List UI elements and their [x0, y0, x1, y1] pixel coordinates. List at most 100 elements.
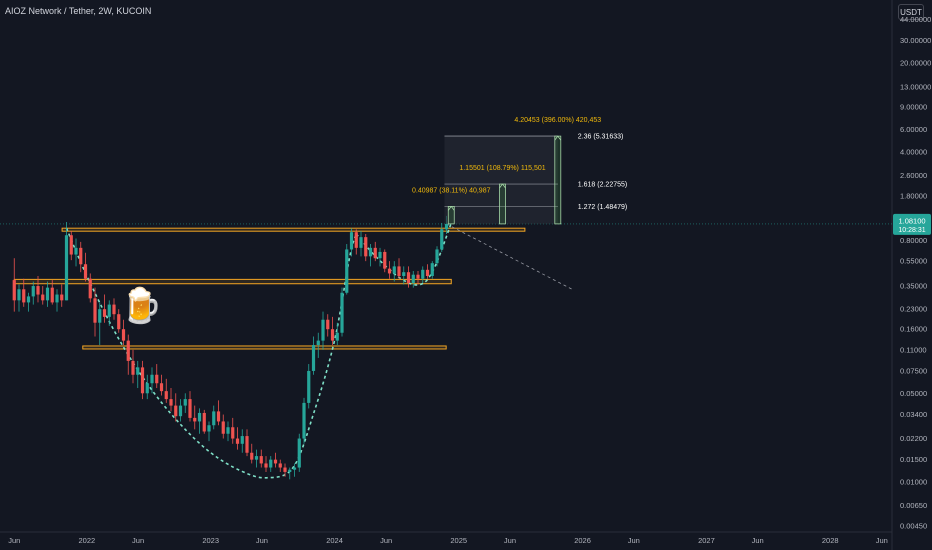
candle-body	[107, 304, 111, 317]
candle-body	[354, 232, 358, 248]
price-tick-label: 6.00000	[900, 125, 927, 134]
candle-body	[150, 374, 154, 384]
time-tick-label: 2028	[822, 536, 839, 545]
candle-body	[178, 405, 183, 417]
candle-body	[349, 232, 354, 250]
price-tick-label: 0.00450	[900, 522, 927, 531]
candle-body	[226, 427, 230, 434]
candle-body	[131, 360, 135, 375]
candle-body	[231, 427, 235, 439]
candle-body	[216, 411, 221, 422]
price-tick-label: 0.03400	[900, 410, 927, 419]
candle-body	[102, 309, 107, 317]
price-tick-label: 0.80000	[900, 236, 927, 245]
price-tick-label: 2.60000	[900, 171, 927, 180]
candle-body	[50, 287, 54, 303]
time-tick-label: Jun	[132, 536, 144, 545]
time-tick-label: Jun	[628, 536, 640, 545]
candle-body	[155, 374, 159, 384]
target-bar-label: 0.40987 (38.11%) 40,987	[412, 187, 491, 194]
candle-body	[302, 402, 306, 439]
time-tick-label: 2024	[326, 536, 343, 545]
trend-projection-line	[446, 223, 573, 290]
candle-body	[250, 452, 254, 460]
time-tick-label: 2025	[450, 536, 467, 545]
candles-group	[12, 215, 449, 480]
candle-body	[45, 287, 50, 301]
fib-level-label: 1.272 (1.48479)	[578, 204, 627, 211]
candle-body	[292, 467, 297, 470]
curves-group	[65, 222, 573, 479]
chart-title: AIOZ Network / Tether, 2W, KUCOIN	[5, 6, 152, 16]
price-tick-label: 44.00000	[900, 15, 931, 24]
target-bar-label: 1.15501 (108.79%) 115,501	[459, 165, 545, 172]
zone-resistance-top	[61, 227, 526, 232]
candle-body	[74, 247, 78, 255]
candle-body	[311, 345, 316, 371]
price-tick-label: 20.00000	[900, 59, 931, 68]
candle-body	[60, 294, 64, 301]
candle-body	[69, 235, 73, 255]
target-bar-arrow	[447, 206, 455, 211]
candle-body	[259, 456, 263, 464]
time-axis: Jun 2022 Jun 2023 Jun 2024 Jun 2025 Jun 2026 Jun 20…	[8, 536, 888, 545]
candle-body	[340, 292, 344, 333]
candle-body	[345, 249, 349, 293]
time-tick-label: Jun	[504, 536, 516, 545]
candle-body	[411, 274, 415, 283]
candle-body	[297, 438, 301, 468]
candle-body	[288, 469, 292, 472]
time-tick-label: Jun	[8, 536, 20, 545]
candle-body	[425, 269, 430, 277]
candle-body	[88, 278, 92, 299]
candle-body	[93, 298, 97, 323]
emoji-group: 🍺	[120, 285, 162, 325]
candle-body	[98, 309, 102, 323]
price-tick-label: 0.00650	[900, 501, 927, 510]
candle-body	[397, 266, 401, 277]
candle-body	[402, 272, 406, 277]
candle-body	[359, 237, 363, 248]
time-tick-label: 2023	[202, 536, 219, 545]
zone-support-mid	[13, 278, 452, 285]
candle-body	[212, 411, 216, 426]
candle-body	[444, 223, 449, 230]
candle-body	[31, 286, 35, 297]
candle-body	[273, 459, 278, 464]
currency-selector[interactable]: USDT	[898, 4, 924, 20]
price-tick-label: 0.02200	[900, 434, 927, 443]
candle-body	[193, 417, 197, 422]
candle-body	[164, 391, 168, 400]
candle-body	[136, 367, 140, 375]
candle-body	[36, 286, 40, 295]
candle-body	[17, 289, 21, 301]
candle-body	[26, 296, 31, 303]
price-tick-label: 0.23000	[900, 305, 927, 314]
candle-body	[283, 467, 287, 472]
candle-body	[416, 274, 420, 279]
candle-body	[368, 247, 373, 257]
candle-body	[269, 459, 273, 468]
target-bar	[499, 183, 506, 225]
bar-countdown-timer: 10:28:31	[898, 227, 925, 234]
time-tick-label: Jun	[876, 536, 888, 545]
time-tick-label: Jun	[752, 536, 764, 545]
candle-body	[278, 463, 282, 468]
candle-body	[221, 421, 225, 434]
candle-body	[245, 436, 249, 453]
candle-body	[430, 263, 434, 277]
candle-body	[378, 251, 382, 259]
target-bar-label: 4.20453 (396.00%) 420,453	[514, 117, 601, 124]
last-price-value: 1.08100	[898, 216, 925, 225]
candle-body	[326, 319, 330, 330]
candle-body	[383, 251, 387, 269]
candle-body	[183, 399, 187, 406]
candle-body	[235, 438, 240, 444]
zone-support-low	[82, 345, 447, 350]
fib-level-label: 1.618 (2.22755)	[578, 182, 627, 189]
beer-mug-icon: 🍺	[120, 285, 162, 325]
price-tick-label: 4.00000	[900, 147, 927, 156]
candle-body	[321, 319, 325, 341]
candle-body	[387, 268, 392, 274]
